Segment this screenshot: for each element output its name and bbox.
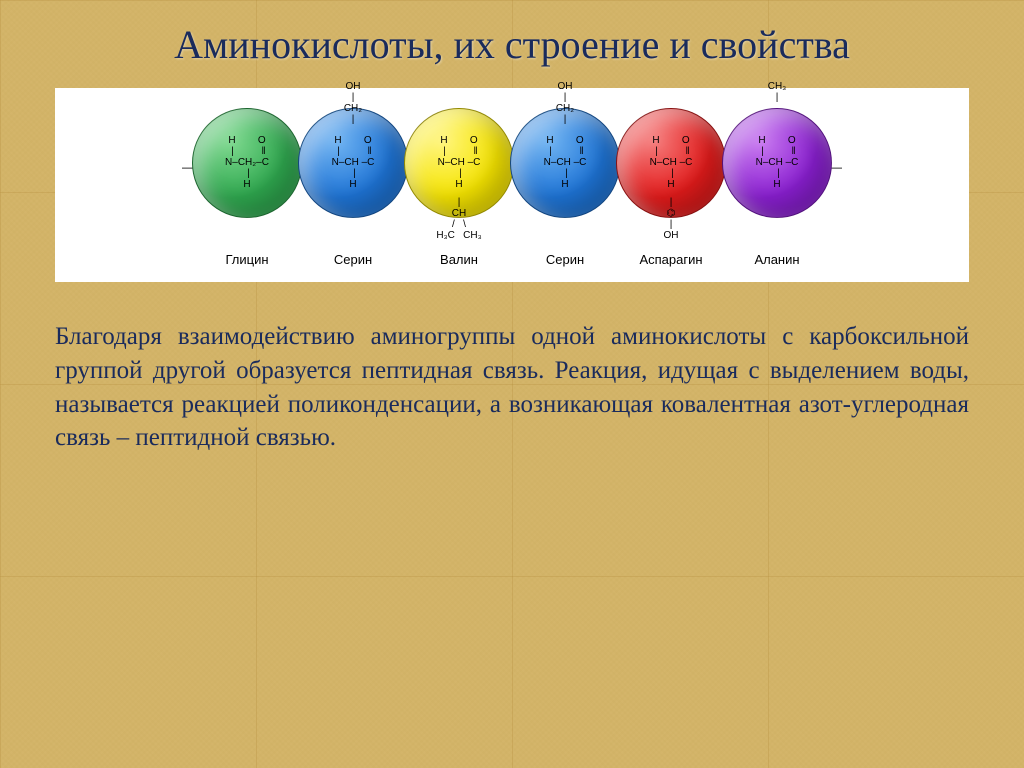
amino-acid-sphere: OH | CH₂ |H O | ‖ N–CH –C | H [510, 108, 620, 218]
peptide-diagram: — H O | ‖ N–CH₂–C | HГлицинOH | CH₂ |H O… [55, 88, 969, 282]
amino-acid-unit: | CH / \ H₃C CH₃H O | ‖ N–CH –C | HВалин [406, 108, 512, 267]
amino-acid-sphere: OH | CH₂ |H O | ‖ N–CH –C | H [298, 108, 408, 218]
side-chain-top: OH | CH₂ | [556, 81, 574, 125]
side-chain-bottom: | ⌬ | OH [664, 197, 679, 241]
amino-acid-unit: OH | CH₂ |H O | ‖ N–CH –C | H Серин [512, 108, 618, 267]
amino-acid-sphere: | CH / \ H₃C CH₃H O | ‖ N–CH –C | H [404, 108, 514, 218]
side-chain-top: CH₃ | [768, 81, 787, 103]
amino-acid-unit: | ⌬ | OHH O | ‖ N–CH –C | HАспарагин [618, 108, 724, 267]
amino-acid-label: Аспарагин [639, 252, 702, 267]
amino-acid-label: Валин [440, 252, 478, 267]
amino-acid-unit: CH₃ |H O | ‖ N–CH –C | H Аланин [724, 108, 830, 267]
amino-acid-sphere: H O | ‖ N–CH₂–C | H [192, 108, 302, 218]
amino-acid-chain: — H O | ‖ N–CH₂–C | HГлицинOH | CH₂ |H O… [65, 102, 959, 272]
amino-acid-unit: H O | ‖ N–CH₂–C | H Глицин [194, 108, 300, 267]
backbone-formula: H O | ‖ N–CH –C | H [332, 135, 375, 190]
amino-acid-label: Серин [546, 252, 584, 267]
amino-acid-label: Серин [334, 252, 372, 267]
backbone-formula: H O | ‖ N–CH₂–C | H [225, 135, 269, 190]
amino-acid-label: Аланин [754, 252, 799, 267]
amino-acid-sphere: | ⌬ | OHH O | ‖ N–CH –C | H [616, 108, 726, 218]
slide: Аминокислоты, их строение и свойства — H… [0, 0, 1024, 768]
backbone-formula: H O | ‖ N–CH –C | H [650, 135, 693, 190]
side-chain-bottom: | CH / \ H₃C CH₃ [436, 197, 481, 241]
amino-acid-label: Глицин [225, 252, 268, 267]
amino-acid-unit: OH | CH₂ |H O | ‖ N–CH –C | H Серин [300, 108, 406, 267]
backbone-formula: H O | ‖ N–CH –C | H [544, 135, 587, 190]
side-chain-top: OH | CH₂ | [344, 81, 362, 125]
amino-acid-sphere: CH₃ |H O | ‖ N–CH –C | H [722, 108, 832, 218]
body-text: Благодаря взаимодействию аминогруппы одн… [55, 320, 969, 455]
page-title: Аминокислоты, их строение и свойства [55, 20, 969, 70]
backbone-formula: H O | ‖ N–CH –C | H [438, 135, 481, 190]
backbone-formula: H O | ‖ N–CH –C | H [756, 135, 799, 190]
